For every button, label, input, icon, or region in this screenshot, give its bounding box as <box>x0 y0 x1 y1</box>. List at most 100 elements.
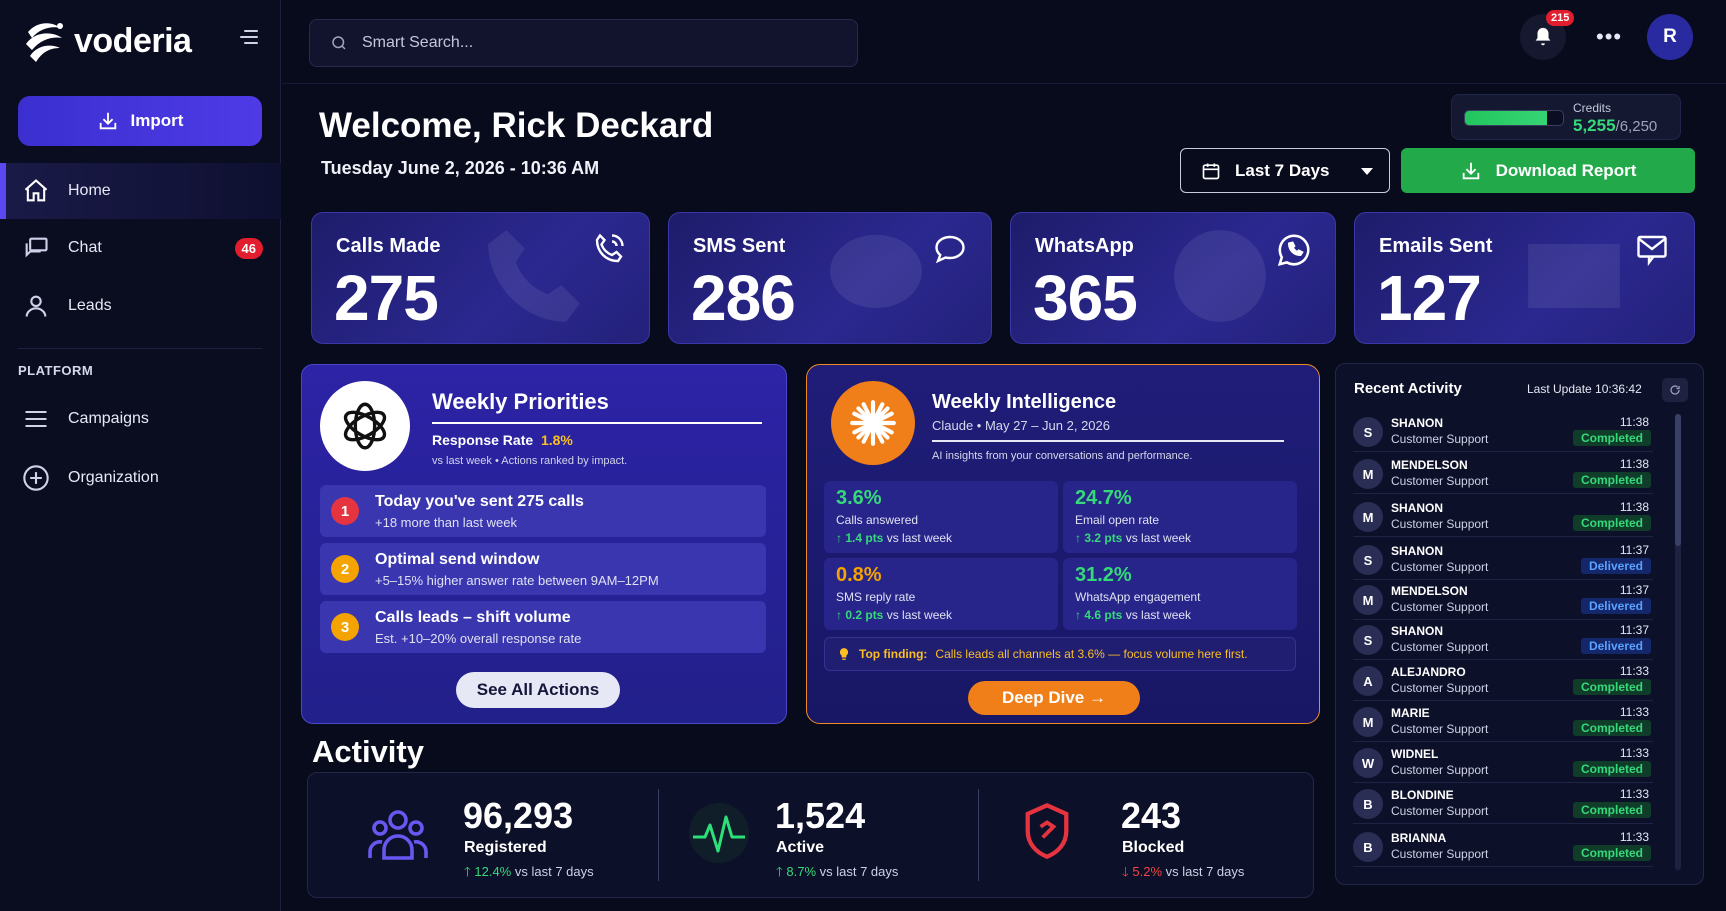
list-icon <box>25 410 47 428</box>
stat-card-calls[interactable]: Calls Made 275 <box>311 212 650 344</box>
stat-card-emails[interactable]: Emails Sent 127 <box>1354 212 1695 344</box>
activity-row[interactable]: A ALEJANDRO Customer Support 11:33 Completed <box>1353 661 1653 701</box>
avatar: M <box>1353 585 1383 615</box>
contact-role: Customer Support <box>1391 560 1489 574</box>
response-rate-label: Response Rate <box>432 432 534 448</box>
sidebar-item-chat[interactable]: Chat 46 <box>0 220 281 276</box>
activity-row[interactable]: M MARIE Customer Support 11:33 Completed <box>1353 702 1653 742</box>
user-avatar[interactable]: R <box>1647 14 1693 60</box>
chat-icon <box>25 237 48 258</box>
priority-title: Calls leads – shift volume <box>375 609 571 626</box>
up-arrow-icon: ↑ <box>1075 531 1085 545</box>
status-badge: Completed <box>1572 845 1651 861</box>
activity-row[interactable]: B BRIANNA Customer Support 11:33 Completed <box>1353 827 1653 867</box>
metric-change-value: 4.6 pts <box>1084 608 1123 622</box>
activity-time: 11:38 <box>1619 415 1649 429</box>
stat-card-sms[interactable]: SMS Sent 286 <box>668 212 992 344</box>
import-button[interactable]: Import <box>18 96 262 146</box>
contact-name: MENDELSON <box>1391 584 1468 598</box>
activity-row[interactable]: S SHANON Customer Support 11:37 Delivered <box>1353 540 1653 580</box>
activity-row[interactable]: W WIDNEL Customer Support 11:33 Completed <box>1353 743 1653 783</box>
activity-time: 11:37 <box>1619 623 1649 637</box>
recent-activity-panel: Recent Activity Last Update 10:36:42 S SH… <box>1335 363 1704 885</box>
stat-card-whatsapp[interactable]: WhatsApp 365 <box>1010 212 1336 344</box>
activity-divider <box>978 789 979 881</box>
credits-widget: Credits 5,255/6,250 <box>1451 94 1681 140</box>
contact-name: SHANON <box>1391 624 1444 638</box>
contact-role: Customer Support <box>1391 474 1489 488</box>
see-all-actions-button[interactable]: See All Actions <box>456 672 620 708</box>
activity-value: 1,524 <box>775 795 866 836</box>
more-options-icon[interactable]: ••• <box>1596 24 1623 49</box>
chat-count-badge: 46 <box>234 237 263 259</box>
activity-row[interactable]: B BLONDINE Customer Support 11:33 Completed <box>1353 784 1653 824</box>
sidebar-item-leads[interactable]: Leads <box>0 278 281 334</box>
users-icon <box>368 810 428 860</box>
activity-row[interactable]: S SHANON Customer Support 11:37 Delivered <box>1353 620 1653 660</box>
activity-row[interactable]: S SHANON Customer Support 11:38 Completed <box>1353 412 1653 452</box>
activity-change: 🡑 8.7% vs last 7 days <box>776 863 898 885</box>
metric-value: 31.2% <box>1075 564 1132 586</box>
activity-change-value: 8.7% <box>786 864 817 879</box>
activity-time: 11:33 <box>1619 787 1649 801</box>
search-input[interactable]: Smart Search... <box>309 19 858 67</box>
scrollbar-track[interactable] <box>1675 414 1681 870</box>
import-label: Import <box>130 111 184 130</box>
activity-row[interactable]: M MENDELSON Customer Support 11:38 Completed <box>1353 454 1653 494</box>
priority-desc: +18 more than last week <box>375 515 517 530</box>
status-badge: Completed <box>1572 430 1651 446</box>
topbar: Smart Search... 215 ••• R <box>282 0 1726 84</box>
logo[interactable]: voderia <box>24 18 192 64</box>
metric-change-suffix: vs last week <box>1125 531 1192 545</box>
activity-row[interactable]: M MENDELSON Customer Support 11:37 Delivered <box>1353 580 1653 620</box>
metric-card: 24.7% Email open rate ↑ 3.2 pts vs last … <box>1063 481 1297 553</box>
activity-label: Registered <box>464 839 547 856</box>
metric-card: 31.2% WhatsApp engagement ↑ 4.6 pts vs l… <box>1063 558 1297 630</box>
credits-progress-fill <box>1465 111 1548 125</box>
lightbulb-icon <box>839 648 849 660</box>
scrollbar-thumb[interactable] <box>1675 414 1681 546</box>
plus-circle-icon <box>23 465 49 491</box>
credits-value: 5,255/6,250 <box>1573 116 1657 136</box>
sidebar: voderia Import Home Chat 46 Leads PLATFO… <box>0 0 281 911</box>
metric-value: 3.6% <box>836 487 882 509</box>
contact-name: MARIE <box>1391 706 1430 720</box>
user-icon <box>25 295 47 317</box>
status-badge: Completed <box>1572 761 1651 777</box>
activity-row[interactable]: M SHANON Customer Support 11:38 Completed <box>1353 497 1653 537</box>
phone-icon <box>595 233 624 263</box>
up-arrow-icon: ↑ <box>836 608 846 622</box>
sidebar-item-home[interactable]: Home <box>0 163 281 219</box>
priorities-subtitle: vs last week • Actions ranked by impact. <box>432 455 628 467</box>
metric-label: Email open rate <box>1075 513 1160 527</box>
response-rate-value: 1.8% <box>540 432 573 448</box>
deep-dive-button[interactable]: Deep Dive → <box>968 681 1140 715</box>
priority-item[interactable]: 1 Today you've sent 275 calls +18 more t… <box>320 485 766 537</box>
refresh-icon <box>1670 385 1680 395</box>
contact-role: Customer Support <box>1391 640 1489 654</box>
priority-item[interactable]: 2 Optimal send window +5–15% higher answ… <box>320 543 766 595</box>
status-badge: Completed <box>1572 802 1651 818</box>
date-range-select[interactable]: Last 7 Days <box>1180 148 1390 193</box>
up-arrow-icon: ↑ <box>836 531 846 545</box>
openai-icon <box>343 402 387 450</box>
sparkle-burst-icon <box>850 400 896 446</box>
activity-value: 243 <box>1121 795 1182 836</box>
metric-label: SMS reply rate <box>836 590 916 604</box>
sidebar-item-organization[interactable]: Organization <box>0 450 281 506</box>
activity-time: 11:37 <box>1619 543 1649 557</box>
priority-item[interactable]: 3 Calls leads – shift volume Est. +10–20… <box>320 601 766 653</box>
avatar: B <box>1353 832 1383 862</box>
activity-divider <box>658 789 659 881</box>
title-underline <box>932 440 1284 442</box>
priority-title: Today you've sent 275 calls <box>375 493 584 510</box>
download-report-button[interactable]: Download Report <box>1401 148 1695 193</box>
menu-toggle-icon[interactable] <box>240 30 258 46</box>
contact-name: MENDELSON <box>1391 458 1468 472</box>
priority-desc: Est. +10–20% overall response rate <box>375 631 582 646</box>
activity-change-value: 5.2% <box>1132 864 1163 879</box>
refresh-button[interactable] <box>1662 378 1688 402</box>
priority-rank: 1 <box>331 497 359 525</box>
activity-time: 11:33 <box>1619 830 1649 844</box>
sidebar-item-campaigns[interactable]: Campaigns <box>0 391 281 447</box>
